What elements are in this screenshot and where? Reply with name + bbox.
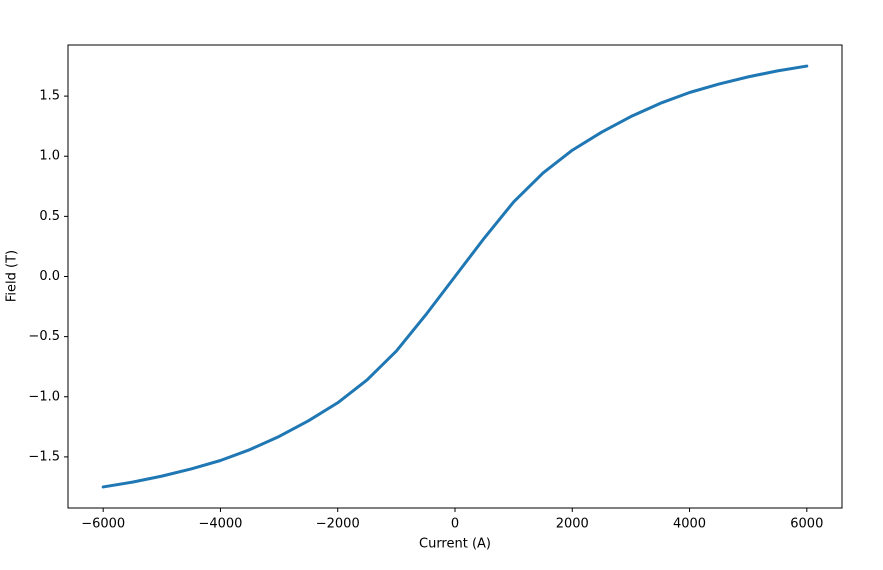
y-tick-label: −1.5: [28, 449, 60, 464]
y-tick-label: 1.5: [39, 89, 60, 104]
x-axis-label: Current (A): [419, 537, 491, 552]
y-tick-label: −1.0: [28, 389, 60, 404]
x-tick-label: 4000: [673, 517, 706, 532]
x-tick-label: 0: [451, 517, 459, 532]
x-tick-label: −4000: [198, 517, 242, 532]
y-axis-label: Field (T): [5, 250, 20, 302]
data-line: [101, 64, 809, 489]
y-tick-label: 0.0: [39, 269, 60, 284]
x-tick-label: −6000: [81, 517, 125, 532]
y-tick-label: 0.5: [39, 209, 60, 224]
y-tick-label: −0.5: [28, 329, 60, 344]
x-tick-label: 6000: [790, 517, 823, 532]
x-tick-label: −2000: [316, 517, 360, 532]
x-tick-label: 2000: [556, 517, 589, 532]
y-tick-label: 1.0: [39, 149, 60, 164]
